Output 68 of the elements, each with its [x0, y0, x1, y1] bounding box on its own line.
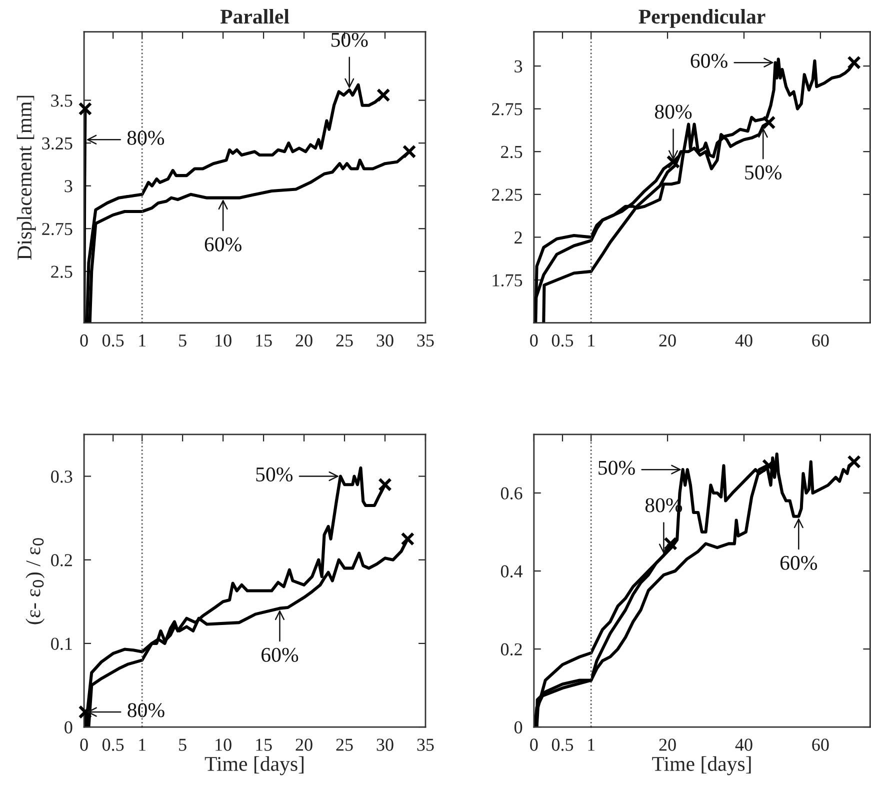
x-tick-label: 0	[80, 738, 88, 751]
x-tick-label: 0.5	[102, 334, 124, 347]
y-tick-label: 2	[514, 232, 522, 244]
x-tick-label: 30	[376, 738, 394, 751]
x-tick-label: 1	[139, 738, 146, 751]
x-tick-label: 35	[417, 738, 434, 751]
x-tick-label: 25	[336, 334, 353, 347]
y-tick-label: 1.75	[492, 274, 522, 286]
y-axis-title: (ε- ε$_{0}$) / ε$_{0}$	[26, 538, 45, 624]
y-tick-label: 2.25	[492, 188, 522, 201]
annotation: 80%	[654, 104, 692, 119]
y-tick-label: 0.4	[500, 565, 523, 578]
y-tick-label: 0.3	[51, 470, 72, 483]
x-tick-label: 25	[336, 738, 353, 751]
x-tick-label: 0.5	[102, 738, 124, 751]
y-tick-label: 0.2	[500, 643, 522, 656]
x-tick-label: 0	[80, 334, 88, 347]
chart-title: Perpendicular	[638, 9, 766, 28]
x-tick-label: 30	[376, 334, 394, 347]
y-tick-label: 0	[64, 721, 72, 734]
x-tick-label: 60	[812, 738, 829, 751]
y-tick-label: 0.2	[51, 554, 72, 566]
annotation: 60%	[690, 54, 728, 68]
annotation: 80%	[127, 130, 164, 145]
y-tick-label: 0.6	[500, 487, 522, 500]
y-tick-label: 2.5	[51, 266, 72, 278]
annotation: 50%	[598, 460, 635, 475]
y-tick-label: 0	[514, 721, 522, 734]
annotation: 60%	[204, 237, 242, 252]
annotation: 50%	[256, 467, 293, 482]
chart-title: Parallel	[220, 9, 290, 24]
x-tick-label: 40	[735, 738, 752, 751]
y-tick-label: 3	[64, 180, 72, 192]
annotation: 60%	[780, 556, 818, 570]
x-tick-label: 5	[179, 738, 186, 751]
x-tick-label: 15	[256, 738, 272, 751]
annotation: 50%	[331, 32, 368, 47]
x-tick-label: 5	[179, 334, 186, 347]
x-tick-label: 60	[812, 334, 829, 347]
y-tick-label: 2.75	[492, 103, 522, 116]
x-axis-title: Time [days]	[204, 756, 304, 776]
x-tick-label: 1	[588, 738, 595, 751]
y-axis-title: Displacement [mm]	[16, 96, 36, 260]
annotation: 60%	[262, 648, 298, 662]
x-tick-label: 0.5	[552, 334, 574, 347]
x-tick-label: 0	[530, 738, 538, 751]
x-tick-label: 10	[216, 334, 232, 347]
x-tick-label: 1	[588, 334, 595, 346]
annotation: 80%	[128, 703, 164, 718]
y-tick-label: 0.1	[51, 638, 72, 650]
y-tick-label: 2.75	[42, 222, 72, 236]
y-tick-label: 3.5	[51, 94, 72, 107]
x-tick-label: 10	[216, 738, 232, 751]
x-tick-label: 35	[417, 334, 434, 347]
y-tick-label: 3.25	[42, 137, 72, 150]
x-tick-label: 20	[296, 334, 312, 347]
x-tick-label: 20	[659, 334, 676, 347]
x-tick-label: 0	[530, 334, 538, 347]
x-tick-label: 1	[139, 334, 146, 346]
y-tick-label: 2.5	[501, 146, 522, 158]
x-tick-label: 20	[296, 738, 312, 751]
x-axis-title: Time [days]	[652, 756, 751, 776]
annotation: 50%	[745, 165, 782, 180]
x-tick-label: 0.5	[552, 738, 574, 751]
y-tick-label: 3	[514, 60, 522, 72]
x-tick-label: 20	[659, 738, 676, 751]
x-tick-label: 15	[256, 334, 272, 347]
x-tick-label: 40	[735, 334, 752, 347]
